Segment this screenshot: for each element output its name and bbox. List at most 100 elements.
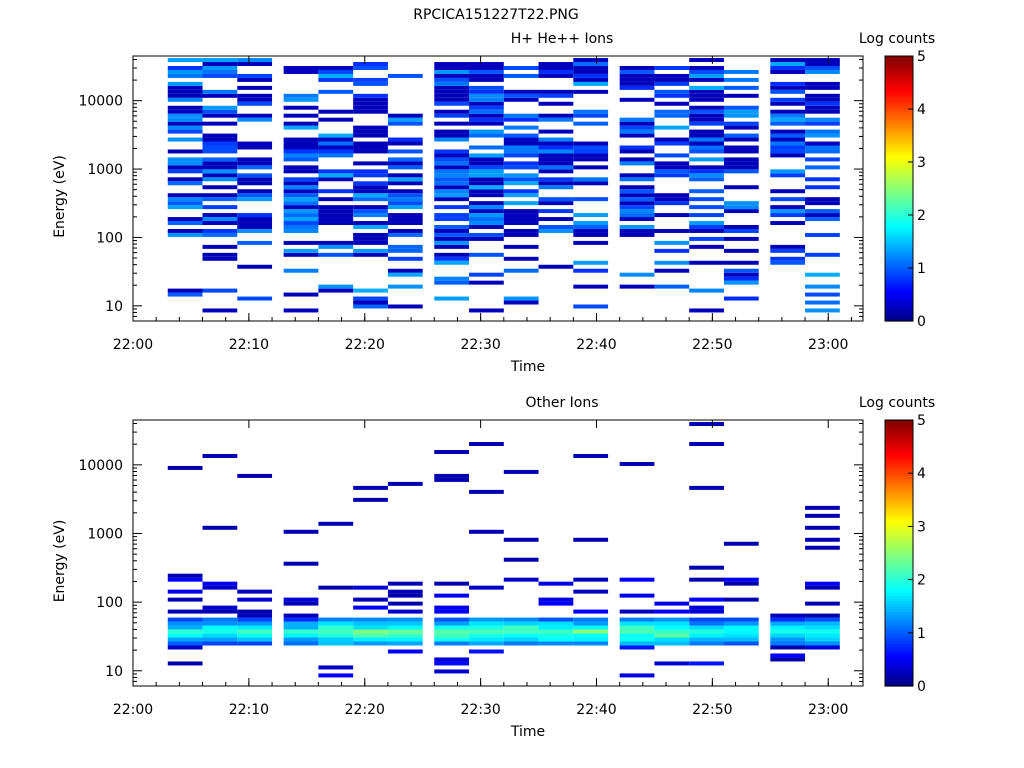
- heatmap-cell: [434, 133, 470, 138]
- heatmap-cell: [353, 213, 388, 218]
- colorbar-step: [885, 74, 913, 78]
- heatmap-cell: [237, 197, 273, 202]
- heatmap-cell: [723, 228, 759, 233]
- heatmap-cell: [723, 185, 759, 190]
- heatmap-cell: [503, 161, 539, 166]
- heatmap-cell: [503, 221, 539, 226]
- heatmap-cell: [723, 296, 759, 301]
- heatmap-cell: [538, 145, 574, 150]
- colorbar-step: [885, 241, 913, 245]
- heatmap-cell: [538, 637, 574, 642]
- colorbar-step: [885, 71, 913, 76]
- heatmap-cell: [434, 605, 470, 610]
- colorbar-step: [885, 177, 913, 182]
- colorbar-step: [885, 654, 913, 658]
- heatmap-cell: [503, 177, 539, 182]
- heatmap-cell: [434, 62, 470, 66]
- heatmap-cell: [654, 153, 690, 158]
- heatmap-cell: [723, 77, 759, 82]
- heatmap-cell: [538, 209, 574, 214]
- heatmap-cell: [654, 617, 690, 622]
- heatmap-cell: [654, 101, 690, 106]
- colorbar-step: [885, 584, 913, 589]
- heatmap-cell: [573, 109, 609, 114]
- heatmap-cell: [353, 585, 388, 590]
- heatmap-cell: [654, 141, 690, 146]
- heatmap-cell: [689, 85, 724, 90]
- heatmap-cell: [805, 101, 840, 106]
- heatmap-cell: [318, 77, 354, 82]
- heatmap-cell: [805, 97, 840, 102]
- colorbar-step: [885, 563, 913, 567]
- y-tick-label: 100: [96, 595, 123, 611]
- heatmap-cell: [689, 442, 724, 446]
- heatmap-cell: [805, 629, 840, 634]
- heatmap-cell: [353, 497, 388, 502]
- heatmap-cell: [283, 633, 319, 638]
- heatmap-cell: [503, 173, 539, 178]
- heatmap-cell: [202, 185, 238, 190]
- heatmap-cell: [723, 69, 759, 74]
- heatmap-cell: [387, 232, 423, 237]
- colorbar-label: Log counts: [859, 395, 935, 411]
- heatmap-cell: [503, 165, 539, 170]
- panel-other-ions: Other Ions Log counts 22:00 22:10 22:20 22:30…: [52, 395, 935, 740]
- x-axis-label: Time: [510, 724, 545, 740]
- heatmap-cell: [167, 609, 203, 614]
- colorbar-step: [885, 449, 913, 453]
- heatmap-cell: [805, 601, 840, 606]
- heatmap-cell: [237, 85, 273, 90]
- colorbar-step: [885, 236, 913, 240]
- heatmap-cell: [538, 141, 574, 146]
- heatmap-cell: [387, 113, 423, 118]
- heatmap-cell: [202, 221, 238, 226]
- heatmap-cell: [770, 641, 806, 646]
- heatmap-cell: [434, 256, 470, 261]
- heatmap-cell: [573, 633, 609, 638]
- heatmap-cell: [654, 93, 690, 98]
- colorbar-step: [885, 63, 913, 68]
- colorbar-step: [885, 646, 913, 650]
- heatmap-cell: [723, 577, 759, 582]
- colorbar-step: [885, 478, 913, 482]
- heatmap-cell: [237, 597, 273, 602]
- heatmap-cell: [573, 121, 609, 126]
- colorbar-step: [885, 294, 913, 298]
- y-tick-label: 10: [105, 664, 123, 680]
- heatmap-cell: [167, 73, 203, 78]
- colorbar-step: [885, 627, 913, 631]
- heatmap-cell: [469, 65, 504, 70]
- colorbar-step: [885, 207, 913, 211]
- heatmap-cell: [237, 637, 273, 642]
- heatmap-cell: [387, 272, 423, 277]
- colorbar-step: [885, 69, 913, 73]
- heatmap-cell: [167, 125, 203, 130]
- heatmap-cell: [619, 193, 655, 198]
- colorbar-step: [885, 558, 913, 562]
- heatmap-cell: [283, 637, 319, 642]
- heatmap-cell: [434, 113, 470, 118]
- heatmap-cell: [283, 141, 319, 146]
- heatmap-cell: [283, 201, 319, 206]
- heatmap-cell: [654, 65, 690, 70]
- heatmap-cell: [469, 625, 504, 630]
- heatmap-cell: [434, 617, 470, 622]
- heatmap-cell: [387, 481, 423, 486]
- heatmap-cell: [689, 173, 724, 178]
- heatmap-cell: [283, 177, 319, 182]
- colorbar-tick-label: 1: [917, 626, 926, 642]
- heatmap-cell: [167, 161, 203, 166]
- colorbar-step: [885, 228, 913, 232]
- heatmap-cell: [469, 129, 504, 134]
- heatmap-cell: [202, 173, 238, 178]
- heatmap-cell: [619, 185, 655, 190]
- heatmap-cell: [167, 625, 203, 630]
- heatmap-cell: [723, 93, 759, 98]
- heatmap-cell: [167, 228, 203, 233]
- heatmap-cell: [434, 581, 470, 586]
- heatmap-cell: [723, 637, 759, 642]
- heatmap-cell: [805, 621, 840, 626]
- heatmap-cell: [689, 625, 724, 630]
- heatmap-cell: [202, 525, 238, 530]
- heatmap-cell: [283, 169, 319, 174]
